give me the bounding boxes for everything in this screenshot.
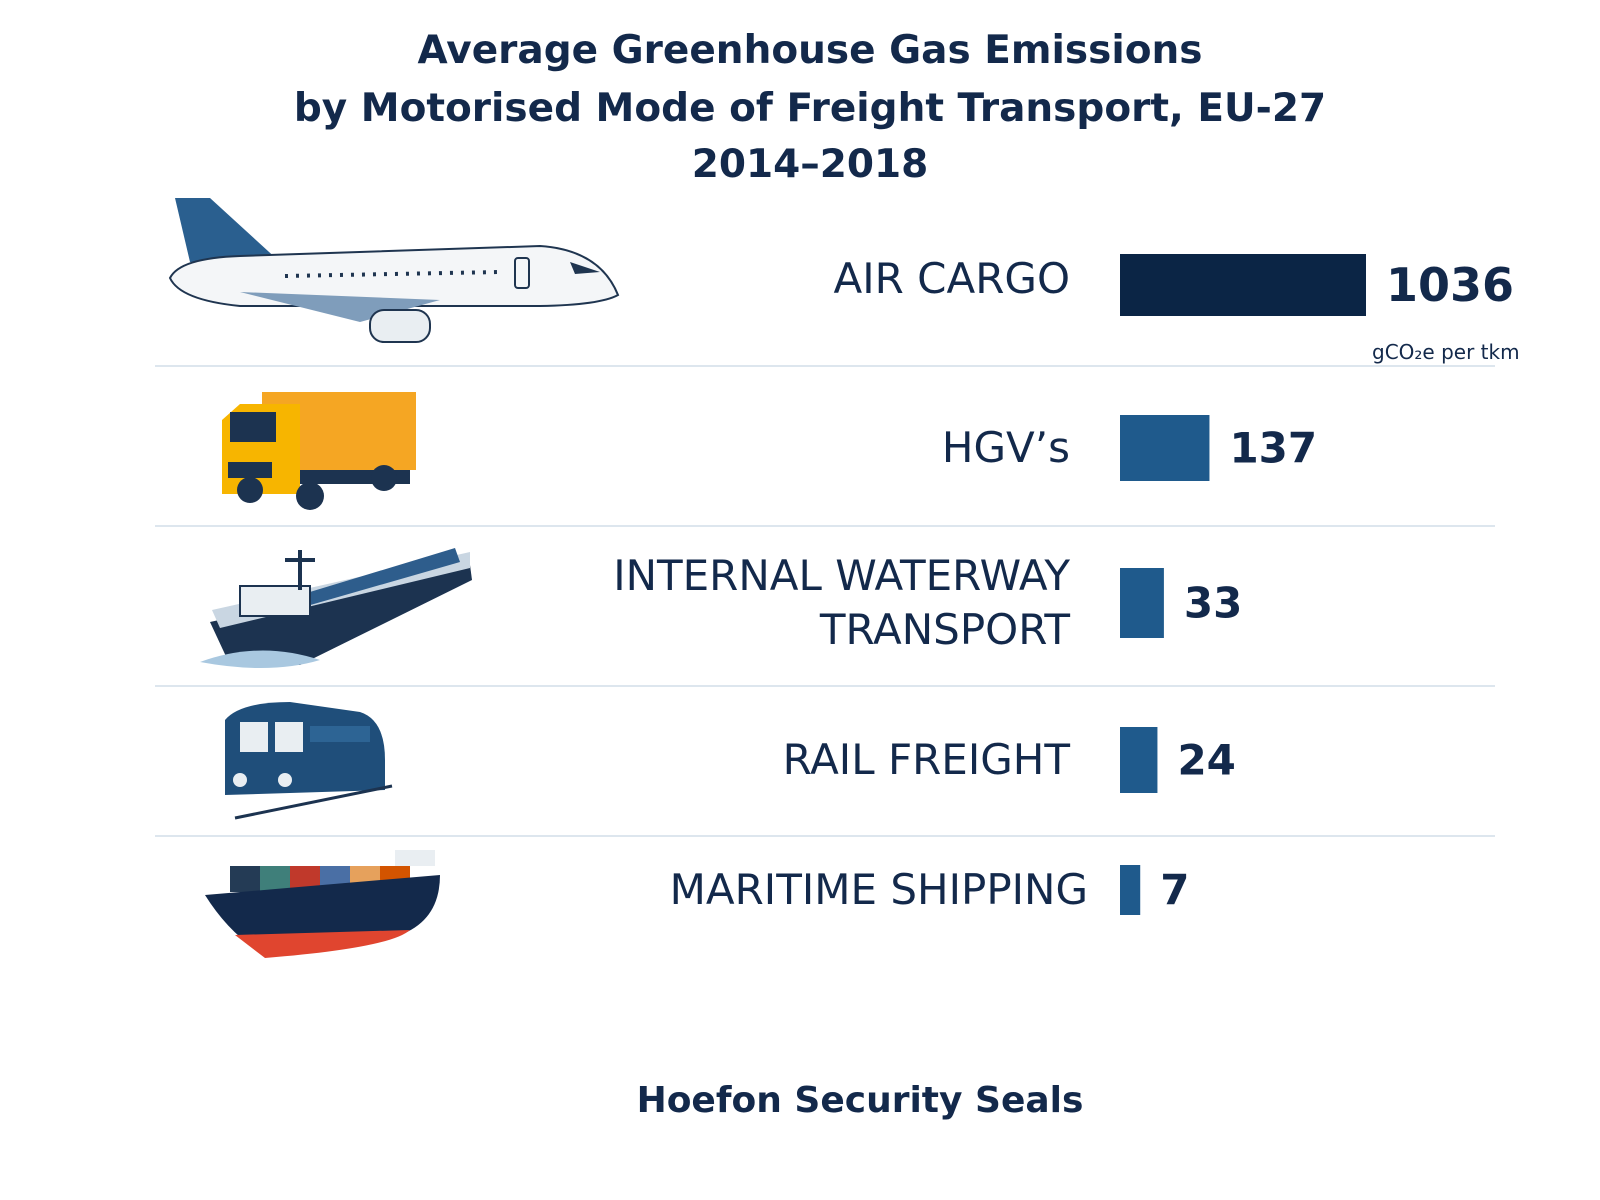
bar	[1120, 727, 1158, 793]
bar	[1120, 568, 1164, 638]
barge-icon	[200, 548, 472, 669]
value-label: 137	[1229, 423, 1318, 473]
train-icon	[225, 702, 393, 820]
value-label: 1036	[1386, 258, 1515, 312]
category-label: MARITIME SHIPPING	[669, 865, 1088, 914]
value-label: 33	[1183, 578, 1243, 628]
unit-label: gCO₂e per tkm	[1372, 340, 1520, 364]
truck-icon	[222, 392, 416, 510]
category-label: AIR CARGO	[833, 254, 1071, 303]
chart-title: by Motorised Mode of Freight Transport, …	[293, 86, 1327, 131]
value-label: 24	[1177, 735, 1236, 785]
bar	[1120, 415, 1210, 481]
category-label: INTERNAL WATERWAY TRANSPORT	[613, 551, 1070, 654]
ship-icon	[205, 850, 440, 958]
category-label: RAIL FREIGHT	[782, 735, 1070, 784]
chart-title: Average Greenhouse Gas Emissions	[417, 28, 1203, 73]
bar	[1120, 865, 1141, 915]
airplane-icon	[168, 198, 620, 343]
chart-title: 2014–2018	[691, 142, 929, 187]
bar	[1120, 254, 1366, 316]
value-label: 7	[1160, 865, 1190, 915]
category-label: HGV’s	[941, 423, 1070, 472]
footer: Hoefon Security Seals	[636, 1080, 1084, 1121]
